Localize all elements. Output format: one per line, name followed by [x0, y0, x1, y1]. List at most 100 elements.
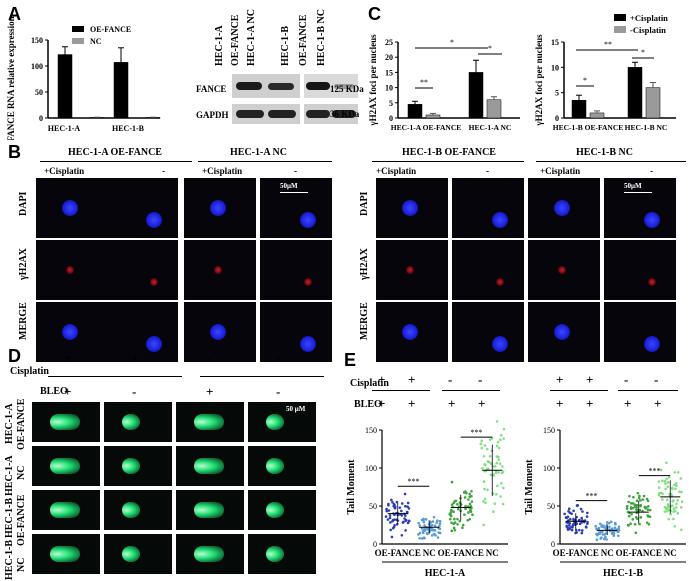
comet-head	[194, 502, 224, 518]
panel-e-right-point	[661, 498, 664, 501]
panel-e-left-point	[403, 517, 406, 520]
panel-e-left-point	[400, 514, 404, 517]
comet-image	[248, 534, 316, 574]
panel-e-bleo-sign: +	[586, 396, 594, 411]
panel-e-right-point	[672, 507, 676, 511]
panel-e-right-point	[585, 511, 589, 515]
panel-e-cisplatin-sign: +	[378, 372, 386, 387]
comet-image	[32, 402, 100, 442]
panel-e-left-point	[492, 510, 495, 514]
panel-d-cisplatin-label: Cisplatin	[10, 366, 49, 377]
panel-e-right-point	[663, 510, 667, 513]
panel-e-left-point	[482, 455, 486, 458]
panel-e-left-point	[420, 527, 424, 530]
panel-e-left-ytick-label: 100	[365, 464, 377, 473]
panel-e-left-point	[438, 520, 442, 523]
panel-e-right-point	[636, 491, 640, 495]
panel-label-e: E	[344, 350, 357, 370]
panel-e-left-point	[468, 492, 472, 496]
panel-e-right-point	[664, 487, 667, 491]
panel-e-left-point	[500, 482, 503, 485]
panel-b-row-dapi-left: DAPI	[18, 191, 29, 216]
panel-e-right-point	[659, 468, 663, 472]
panel-e-left-point	[404, 518, 408, 522]
comet-image	[32, 490, 100, 530]
panel-e-left-category-label: OE-FANCE	[375, 548, 421, 558]
panel-e-right-category-label: OE-FANCE	[553, 548, 599, 558]
panel-e-right-point	[580, 516, 584, 520]
panel-e-right-point	[613, 526, 617, 529]
nucleus	[62, 324, 78, 340]
panel-e-left-point	[387, 509, 391, 512]
panel-e-left-point	[400, 502, 404, 505]
comet-image	[104, 490, 172, 530]
dapi-image	[106, 178, 178, 238]
panel-e-left-point	[385, 509, 389, 513]
panel-b-row-merge-left: MERGE	[18, 302, 29, 340]
panel-e-right-point	[665, 461, 668, 465]
dapi-image	[260, 178, 332, 238]
panel-e-left-point	[482, 480, 486, 483]
merge-image	[528, 302, 600, 362]
panel-c-left-ytick-label: 15	[385, 68, 393, 77]
panel-e-left-point	[494, 471, 498, 475]
panel-e-right-point	[657, 491, 661, 495]
panel-e-left-point	[481, 466, 484, 470]
western-blot: HEC-1-A OE-FANCE HEC-1-A NC HEC-1-B OE-F…	[196, 0, 366, 140]
panel-e-left-point	[455, 502, 459, 506]
panel-e-right-point	[663, 479, 667, 483]
panel-e-right-point	[598, 531, 601, 535]
panel-e-right-point	[566, 521, 570, 525]
panel-e-left-point	[501, 465, 504, 468]
comet-head	[50, 546, 80, 562]
panel-e-left-point	[388, 516, 392, 520]
panel-a-ytick-label: 100	[31, 62, 43, 71]
panel-e-bleo-sign: +	[448, 396, 456, 411]
panel-e-left-point	[486, 488, 489, 492]
panel-e-left-point	[421, 531, 425, 535]
panel-e-left-category-label: OE-FANCE	[438, 548, 484, 558]
panel-e-right-point	[645, 497, 649, 501]
panel-e-left-point	[436, 536, 440, 539]
panel-e-left-point	[456, 507, 460, 511]
panel-e-right-point	[602, 525, 606, 529]
panel-d-row-4b: NC	[16, 557, 27, 572]
nucleus	[210, 200, 226, 216]
panel-e-right-point	[629, 507, 633, 511]
panel-e-right-point	[581, 510, 584, 513]
comet-image	[104, 446, 172, 486]
panel-c-right-sig: *	[583, 76, 587, 85]
panel-e-right-point	[676, 511, 680, 515]
panel-e-left-point	[463, 496, 467, 499]
panel-e-left-point	[438, 527, 442, 531]
panel-e-bleo-sign: +	[408, 396, 416, 411]
panel-d-row-1a: HEC-1-A	[4, 403, 15, 444]
comet-head	[194, 546, 224, 562]
panel-e-left-point	[430, 534, 434, 537]
panel-b-scale-left: 50μM	[280, 182, 308, 193]
panel-e-left-point	[467, 511, 470, 514]
blot-strip-gapdh-b	[304, 104, 358, 124]
panel-e-right-point	[574, 531, 577, 535]
panel-e-left-point	[484, 501, 487, 504]
panel-e-right-point	[666, 481, 670, 484]
panel-e-right-sig: ***	[649, 467, 661, 476]
panel-b-cond-4: -	[294, 166, 297, 176]
nucleus	[554, 324, 570, 340]
nucleus	[62, 200, 78, 216]
panel-a-legend-label: OE-FANCE	[90, 25, 131, 34]
panel-e-right-point	[675, 502, 678, 506]
panel-e-left-point	[393, 524, 396, 527]
gh2ax-focus	[66, 266, 74, 274]
panel-e-left-point	[501, 502, 505, 506]
panel-e-left-point	[450, 480, 454, 484]
panel-e-left-point	[387, 504, 390, 507]
dapi-image	[452, 178, 524, 238]
panel-e-left-point	[438, 531, 442, 535]
panel-e-left-point	[398, 506, 402, 509]
panel-e-right-point	[586, 520, 589, 524]
panel-c-left-chart: 0 5 10 15 20 25 γH2AX foci per nucleus HEC-1-A …	[368, 34, 520, 132]
blot-lane-labels: HEC-1-A OE-FANCE HEC-1-A NC HEC-1-B OE-F…	[196, 0, 366, 70]
panel-e-left-point	[392, 518, 396, 521]
